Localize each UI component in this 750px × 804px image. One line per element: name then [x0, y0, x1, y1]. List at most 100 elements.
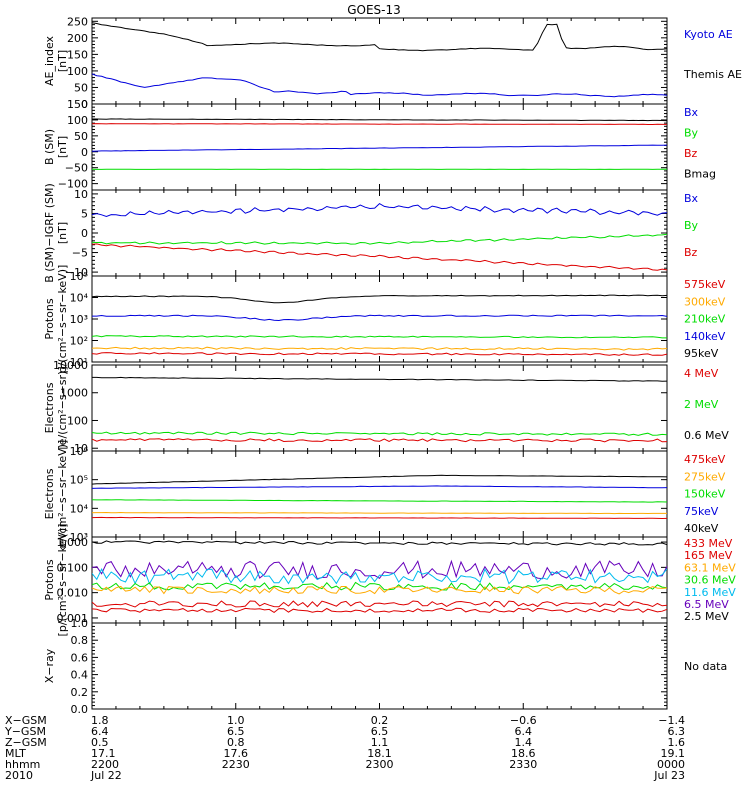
y-tick-label: 150: [67, 48, 88, 61]
y-tick-label: 100: [67, 414, 88, 427]
y-tick-label: 0.2: [71, 686, 89, 699]
y-tick-label: 10²: [70, 335, 88, 348]
legend-label: 2 MeV: [684, 398, 719, 411]
legend-label: 2.5 MeV: [684, 610, 729, 623]
series-line-300kev: [92, 347, 667, 350]
series-line-95kev: [92, 295, 667, 303]
legend-label: 300keV: [684, 295, 726, 308]
y-tick-label: 100: [67, 114, 88, 127]
panel-frame: [92, 18, 667, 104]
legend-label: 0.6 MeV: [684, 429, 729, 442]
series-line-2-mev: [92, 432, 667, 435]
y-tick-label: 0: [81, 227, 88, 240]
y-tick-label: 150: [67, 98, 88, 111]
legend-label: 475keV: [684, 453, 726, 466]
y-tick-label: 0.6: [71, 651, 89, 664]
series-line-4-mev: [92, 439, 667, 442]
series-line-63-1-mev: [92, 586, 667, 594]
legend-label: No data: [684, 660, 727, 673]
y-axis-unit: [nT]: [56, 50, 69, 72]
series-line-bz: [92, 244, 667, 270]
legend-label: 150keV: [684, 488, 726, 501]
y-tick-label: 1.0: [71, 617, 89, 630]
series-line-75kev: [92, 486, 667, 489]
legend-label: Kyoto AE: [684, 28, 733, 41]
footer-value: Jul 23: [653, 769, 685, 782]
y-axis-unit: [e/(cm²−s−sr)]: [56, 366, 69, 449]
y-axis-label: B (SM)−IGRF (SM): [43, 183, 56, 283]
y-axis-unit: p/(cm²−s−sr−keV)]: [56, 265, 69, 374]
series-line-165-mev: [92, 601, 667, 607]
series-line-433-mev: [92, 608, 667, 612]
series-line-140kev: [92, 315, 667, 320]
series-line-575kev: [92, 353, 667, 356]
y-tick-label: 50: [74, 81, 88, 94]
series-line-150kev: [92, 500, 667, 502]
series-line-0-6-mev: [92, 377, 667, 381]
legend-label: 30.6 MeV: [684, 574, 736, 587]
legend-label: By: [684, 219, 699, 232]
y-axis-label: Protons: [43, 298, 56, 339]
legend-label: Bmag: [684, 168, 716, 181]
series-line-210kev: [92, 336, 667, 338]
legend-label: 575keV: [684, 278, 726, 291]
legend-label: 140keV: [684, 330, 726, 343]
y-tick-label: −5: [72, 247, 88, 260]
y-tick-label: 10³: [70, 313, 88, 326]
footer-row-label: 2010: [5, 769, 33, 782]
legend-label: Bz: [684, 147, 698, 160]
legend-label: 40keV: [684, 522, 719, 535]
legend-label: 275keV: [684, 470, 726, 483]
y-tick-label: 10⁶: [70, 445, 89, 458]
series-line-bz: [92, 124, 667, 125]
y-tick-label: 10: [74, 188, 88, 201]
y-axis-label: X−ray: [43, 648, 56, 683]
panel-frame: [92, 190, 667, 276]
y-tick-label: 5: [81, 207, 88, 220]
footer-value: 2230: [222, 758, 250, 771]
y-axis-unit: [nT]: [56, 222, 69, 244]
series-line-bx: [92, 204, 667, 217]
series-line-by: [92, 234, 667, 244]
y-tick-label: 200: [67, 32, 88, 45]
y-tick-label: 10⁵: [70, 270, 88, 283]
legend-label: 75keV: [684, 505, 719, 518]
legend-label: 95keV: [684, 347, 719, 360]
legend-label: Bz: [684, 246, 698, 259]
y-axis-unit: [p/(cm²−s−sr−keV)]: [56, 524, 69, 637]
legend-label: 210keV: [684, 313, 726, 326]
series-line-themis-ae: [92, 23, 667, 51]
y-axis-label: AE_index: [43, 35, 56, 86]
series-line-bx: [92, 145, 667, 151]
panel-frame: [92, 451, 667, 537]
y-tick-label: 250: [67, 15, 88, 28]
footer-value: 2330: [509, 758, 537, 771]
legend-label: By: [684, 127, 699, 140]
y-tick-label: 0.8: [71, 634, 89, 647]
panel-frame: [92, 104, 667, 190]
x-axis-footer: X−GSMY−GSMZ−GSMMLThhmm20101.86.40.517.12…: [4, 714, 685, 782]
y-tick-label: 0.4: [71, 669, 89, 682]
legend-label: Themis AE: [683, 68, 742, 81]
y-tick-label: 10⁵: [70, 474, 88, 487]
legend-label: 6.5 MeV: [684, 598, 729, 611]
y-axis-label: Electrons: [43, 468, 56, 519]
panel-7: 0.0010.0100.1001.000Protons[p/(cm²−s−sr−…: [43, 524, 736, 637]
series-line-275kev: [92, 513, 667, 514]
legend-label: Bx: [684, 192, 699, 205]
footer-value: 2300: [366, 758, 394, 771]
y-tick-label: 100: [67, 65, 88, 78]
legend-label: Bx: [684, 106, 699, 119]
legend-label: 63.1 MeV: [684, 561, 736, 574]
y-tick-label: 10⁴: [70, 292, 89, 305]
legend-label: 165 MeV: [684, 549, 733, 562]
y-tick-label: 10⁴: [70, 502, 89, 515]
y-tick-label: 50: [74, 130, 88, 143]
